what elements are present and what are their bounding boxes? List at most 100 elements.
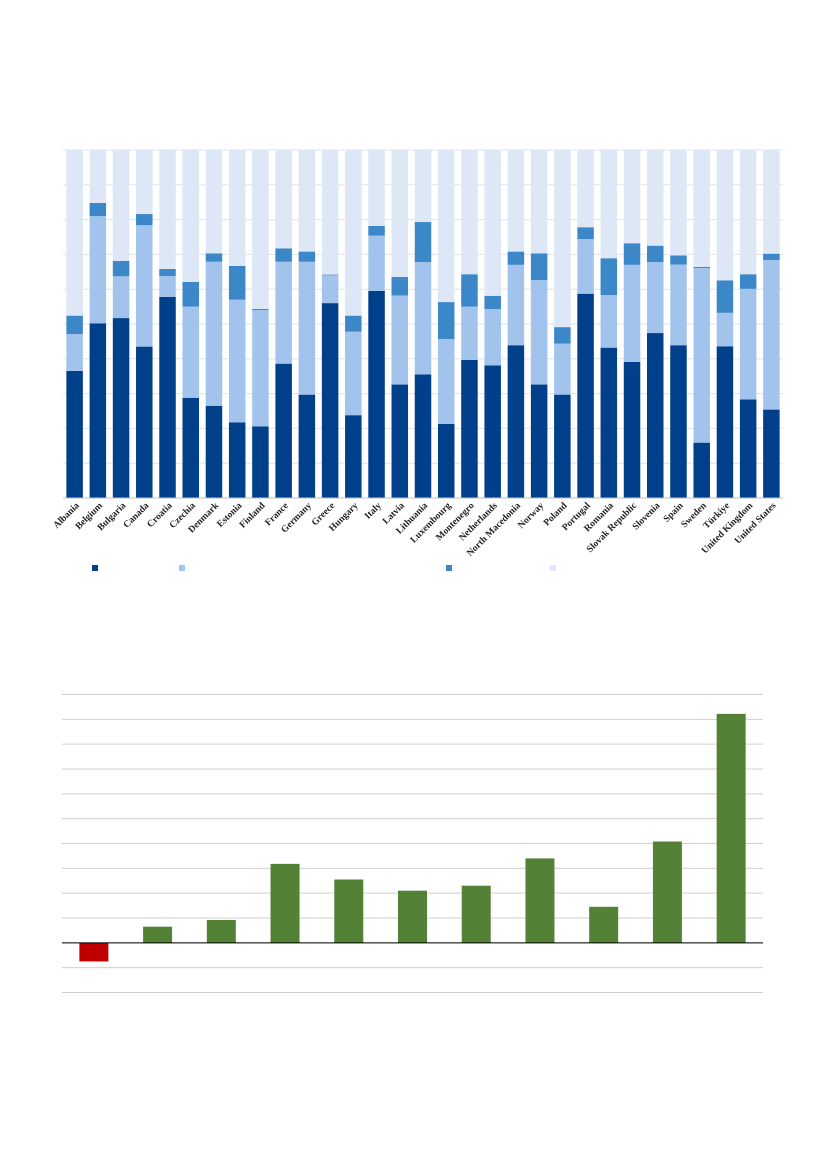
bar-segment-2	[345, 331, 362, 416]
bar-segment-2	[159, 275, 176, 297]
bar-segment-2	[623, 264, 641, 362]
bar-segment-2	[484, 309, 501, 366]
bar-segment-1	[345, 415, 362, 498]
bar-segment-3	[484, 295, 501, 310]
bar-segment-4	[182, 150, 199, 282]
bar-segment-2	[530, 280, 548, 385]
bar-segment-1	[437, 423, 455, 498]
bar-segment-4	[554, 150, 571, 328]
bar-segment-1	[298, 394, 316, 498]
bar-segment-2	[298, 261, 316, 395]
bar-segment-4	[507, 150, 525, 252]
bar-segment-4	[484, 150, 501, 296]
bar-segment-1	[66, 370, 83, 498]
bar-segment-1	[159, 296, 176, 498]
legend-marker-1	[92, 565, 98, 571]
bar-segment-2	[600, 295, 618, 348]
category-label: Norway	[516, 501, 546, 531]
bar-segment-4	[136, 150, 153, 215]
bar	[334, 879, 364, 943]
bar-segment-4	[228, 150, 246, 266]
bar	[716, 713, 746, 943]
bar-segment-1	[391, 384, 409, 498]
bar-segment-4	[763, 150, 780, 254]
stacked-bar-chart: AlbaniaBelgiumBulgariaCanadaCroatiaCzech…	[52, 149, 783, 571]
bar-segment-2	[252, 310, 269, 427]
bar-segment-1	[89, 323, 107, 498]
bar-segment-4	[298, 150, 316, 252]
bar-segment-2	[716, 312, 734, 347]
bar-segment-1	[228, 422, 246, 498]
bar-segment-2	[205, 261, 223, 406]
bar-segment-2	[182, 306, 199, 398]
bar-segment-4	[623, 150, 641, 244]
bar-segment-2	[739, 288, 757, 400]
bar-segment-1	[414, 374, 432, 498]
bar-segment-2	[577, 239, 594, 294]
bar-segment-4	[159, 150, 176, 270]
bar-segment-4	[693, 150, 710, 267]
bar-segment-2	[693, 267, 710, 443]
bar-segment-2	[321, 275, 339, 304]
bar	[143, 926, 173, 943]
bar	[270, 863, 300, 943]
bar-segment-3	[554, 327, 571, 344]
bar-segment-2	[112, 276, 130, 319]
bar-segment-1	[647, 333, 664, 498]
bar-segment-4	[391, 150, 409, 278]
bar-segment-1	[205, 405, 223, 498]
bar-segment-3	[205, 253, 223, 262]
category-label: Finland	[238, 501, 268, 531]
category-label: Italy	[363, 501, 384, 522]
bar-segment-4	[437, 150, 455, 303]
bar-segment-4	[670, 150, 687, 256]
bar-segment-1	[136, 346, 153, 498]
bar-segment-3	[414, 222, 432, 263]
bar-segment-3	[89, 202, 107, 217]
bar-segment-1	[739, 399, 757, 498]
bar-segment-2	[763, 259, 780, 410]
bar-segment-1	[368, 290, 385, 498]
bar	[589, 906, 619, 943]
bar-segment-2	[670, 264, 687, 346]
bar-segment-4	[66, 150, 83, 316]
bar-segment-2	[461, 306, 478, 360]
bar-segment-4	[345, 150, 362, 316]
bar-segment-4	[461, 150, 478, 275]
bar-segment-2	[414, 262, 432, 375]
bar-segment-3	[647, 245, 664, 263]
bar-segment-3	[739, 274, 757, 289]
bar-segment-3	[670, 255, 687, 265]
bar-segment-4	[321, 150, 339, 275]
bar-segment-1	[275, 363, 292, 498]
bar-segment-3	[345, 315, 362, 332]
bar-segment-4	[577, 150, 594, 228]
bar-segment-4	[275, 150, 292, 249]
category-label: Canada	[122, 501, 152, 531]
bar-segment-4	[600, 150, 618, 259]
bar-segment-1	[252, 426, 269, 498]
bar-segment-4	[205, 150, 223, 254]
bar-segment-3	[368, 225, 385, 236]
bar-segment-3	[321, 274, 339, 276]
bar-segment-4	[112, 150, 130, 262]
legend-marker-2	[179, 565, 185, 571]
bar-segment-1	[530, 384, 548, 498]
bar	[206, 919, 236, 943]
category-label: United States	[733, 501, 779, 547]
bar-segment-3	[600, 258, 618, 296]
bar-segment-2	[368, 235, 385, 291]
bar-segment-3	[577, 227, 594, 240]
bar	[525, 858, 555, 943]
bar-segment-3	[693, 266, 710, 268]
bar-segment-2	[89, 216, 107, 324]
bar-segment-3	[623, 243, 641, 265]
bar-segment-3	[298, 251, 316, 262]
bar-segment-2	[136, 225, 153, 347]
bar-segment-2	[647, 262, 664, 334]
legend-marker-4	[550, 565, 556, 571]
bar-segment-1	[577, 293, 594, 498]
bar-segment-1	[623, 361, 641, 498]
bar-segment-4	[89, 150, 107, 203]
bar-segment-1	[763, 409, 780, 498]
